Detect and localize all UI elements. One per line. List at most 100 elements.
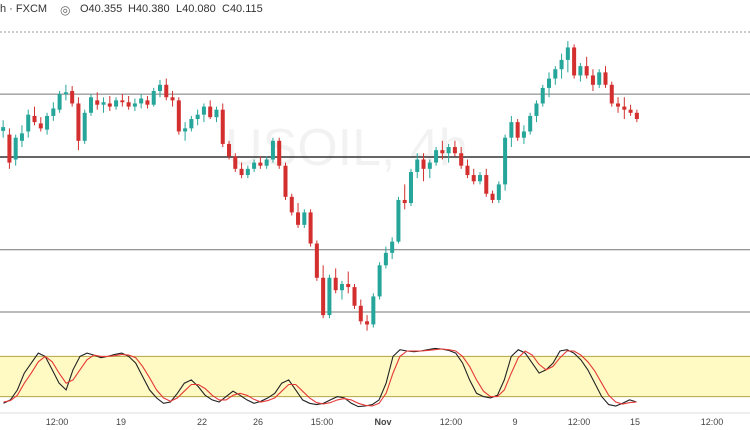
candle-body — [609, 84, 614, 104]
candle-body — [101, 102, 106, 105]
candle-body — [559, 59, 564, 70]
candle-body — [82, 112, 87, 141]
x-tick-label: 12:00 — [46, 417, 69, 427]
candle-body — [377, 265, 382, 297]
candle-body — [164, 84, 169, 98]
candle-body — [371, 296, 376, 325]
x-tick-label: Nov — [374, 417, 391, 427]
candle-body — [114, 100, 119, 107]
candles — [1, 41, 639, 331]
candle-body — [572, 47, 577, 76]
stoch-band — [0, 356, 750, 397]
stoch-d-line — [3, 348, 637, 407]
candle-body — [57, 94, 62, 110]
candle-body — [415, 159, 420, 172]
candle-body — [88, 97, 93, 113]
candle-body — [634, 112, 639, 120]
candle-body — [151, 91, 156, 105]
candle-body — [396, 199, 401, 242]
candle-body — [521, 131, 526, 138]
candle-body — [296, 212, 301, 225]
candle-body — [245, 168, 250, 176]
candle-body — [120, 100, 125, 103]
candle-body — [534, 103, 539, 116]
horizontal-levels — [0, 93, 750, 313]
candle-body — [590, 75, 595, 85]
candle-body — [314, 243, 319, 278]
candle-body — [427, 162, 432, 169]
candle-body — [477, 175, 483, 182]
candle-body — [490, 193, 495, 200]
candle-body — [51, 108, 56, 116]
candle-body — [195, 114, 200, 120]
x-tick-label: 15 — [630, 417, 640, 427]
candle-body — [339, 283, 344, 291]
candle-body — [603, 72, 608, 85]
x-tick-label: 9 — [512, 417, 517, 427]
x-tick-label: 12:00 — [701, 417, 724, 427]
candle-body — [465, 165, 470, 176]
candle-body — [139, 98, 144, 104]
candle-body — [239, 168, 244, 176]
candle-body — [597, 72, 602, 85]
candle-body — [227, 143, 232, 157]
candle-body — [327, 277, 332, 316]
candle-body — [7, 134, 12, 163]
candle-body — [38, 123, 43, 129]
candle-body — [63, 92, 68, 95]
ohlc-close: C40.115 — [222, 3, 263, 15]
x-tick-label: 26 — [253, 417, 263, 427]
candle-body — [19, 133, 24, 141]
candle-body — [383, 252, 388, 266]
candle-body — [32, 115, 37, 123]
candle-body — [408, 171, 413, 204]
x-tick-label: 12:00 — [440, 417, 463, 427]
candle-body — [515, 122, 520, 138]
candle-body — [553, 69, 558, 79]
candle-body — [208, 106, 213, 118]
candle-body — [170, 97, 175, 101]
x-tick-label: 22 — [197, 417, 207, 427]
candle-body — [214, 109, 219, 118]
eye-icon[interactable]: ◎ — [60, 3, 71, 17]
candle-body — [390, 241, 395, 253]
candle-body — [277, 140, 282, 166]
candle-body — [628, 109, 633, 113]
candle-body — [452, 147, 457, 154]
candle-body — [132, 103, 137, 107]
candle-body — [358, 305, 363, 322]
candle-body — [145, 100, 150, 105]
candle-body — [126, 102, 131, 107]
candle-body — [446, 147, 451, 154]
candle-body — [471, 175, 476, 182]
candle-body — [220, 109, 225, 144]
candle-body — [1, 127, 6, 131]
candle-body — [70, 91, 75, 104]
candle-body — [584, 66, 589, 76]
candle-body — [421, 159, 426, 169]
candle-body — [270, 140, 275, 160]
stochastic-pane — [0, 347, 750, 408]
candle-body — [484, 175, 489, 194]
candle-body — [528, 115, 533, 132]
candle-body — [352, 287, 357, 306]
x-tick-label: 19 — [116, 417, 126, 427]
candle-body — [509, 122, 514, 138]
symbol-label[interactable]: h · FXCM — [0, 3, 48, 15]
candle-body — [440, 150, 445, 154]
x-axis: 12:00 19 22 26 15:00 Nov 12:00 9 12:00 15 12:00 — [0, 412, 750, 427]
candle-body — [365, 321, 370, 325]
candle-body — [302, 212, 307, 225]
candle-body — [252, 162, 257, 169]
candle-body — [308, 212, 313, 244]
candle-body — [402, 199, 407, 204]
candle-body — [264, 159, 269, 166]
candle-body — [76, 103, 81, 141]
candle-body — [503, 137, 508, 185]
ohlc-high: H40.380 — [128, 3, 170, 15]
candle-body — [107, 103, 112, 107]
candle-body — [496, 184, 501, 200]
candle-body — [540, 87, 545, 104]
ohlc-open: O40.355 — [80, 3, 123, 15]
